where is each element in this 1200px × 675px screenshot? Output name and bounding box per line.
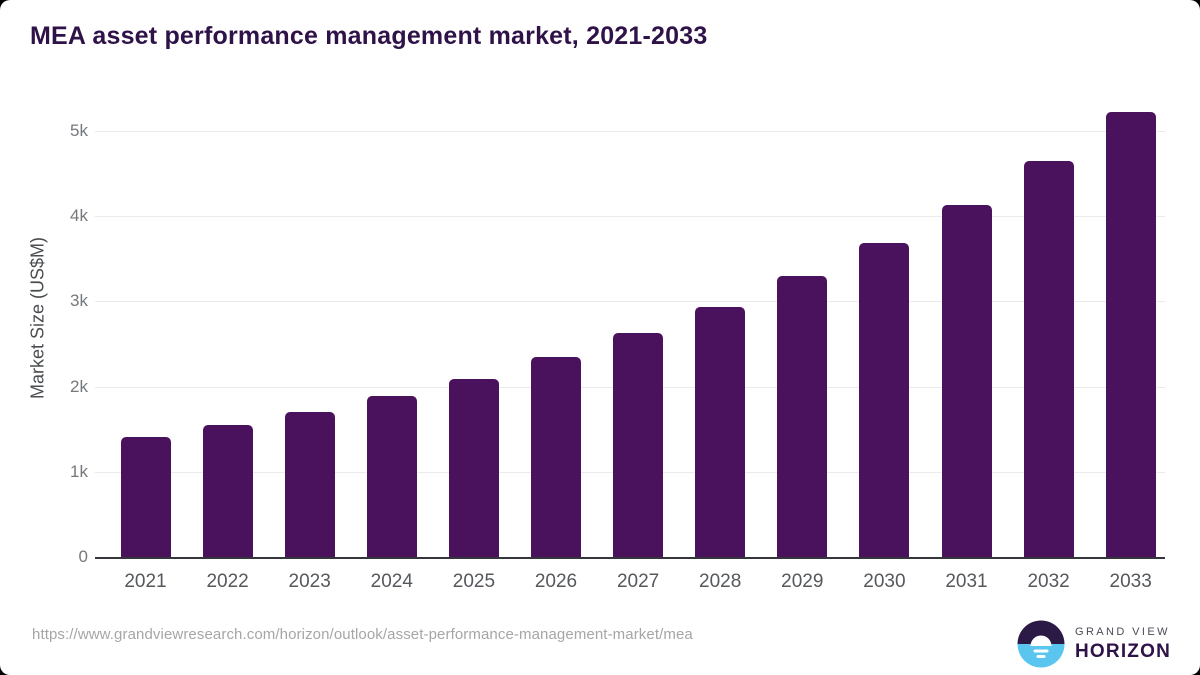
x-tick-label: 2024: [370, 571, 413, 592]
x-tick-label: 2030: [863, 571, 906, 592]
x-tick-label: 2033: [1109, 571, 1152, 592]
bar-2033[interactable]: [1105, 111, 1156, 557]
y-axis-title: Market Size (US$M): [27, 236, 48, 400]
bar-2026[interactable]: [531, 357, 582, 557]
grand-view-horizon-logo: GRAND VIEW HORIZON: [1017, 620, 1171, 668]
bar-2024[interactable]: [366, 395, 417, 557]
x-axis-line: [95, 557, 1165, 559]
gridline: [95, 131, 1165, 132]
bar-2030[interactable]: [859, 243, 910, 557]
chart-title: MEA asset performance management market,…: [30, 22, 708, 50]
bar-2027[interactable]: [613, 332, 664, 557]
bar-2025[interactable]: [448, 378, 499, 557]
x-tick-label: 2021: [124, 571, 167, 592]
bar-2022[interactable]: [202, 425, 253, 557]
gridline: [95, 301, 1165, 303]
horizon-sun-icon: [1017, 620, 1065, 668]
bar-2032[interactable]: [1023, 160, 1074, 557]
x-tick-label: 2032: [1027, 571, 1070, 592]
x-tick-label: 2027: [616, 571, 660, 592]
logo-grand-view-label: GRAND VIEW: [1075, 625, 1170, 638]
source-url: https://www.grandviewresearch.com/horizo…: [32, 626, 693, 643]
gridline: [95, 216, 1165, 218]
y-tick-label: 0: [78, 547, 88, 566]
y-tick-label: 4k: [70, 206, 88, 226]
logo-text: GRAND VIEW HORIZON: [1075, 626, 1171, 663]
y-tick-label: 2k: [70, 376, 88, 396]
x-tick-label: 2022: [206, 571, 249, 592]
y-tick-label: 5k: [70, 121, 88, 140]
x-tick-label: 2028: [699, 571, 742, 592]
y-tick-label: 1k: [70, 461, 88, 481]
logo-horizon-label: HORIZON: [1075, 640, 1172, 662]
y-tick-label: 3k: [70, 291, 88, 311]
x-tick-label: 2029: [781, 571, 824, 592]
bar-2029[interactable]: [777, 276, 828, 557]
x-tick-label: 2031: [945, 571, 988, 592]
bar-2031[interactable]: [941, 205, 992, 557]
bar-2023[interactable]: [284, 412, 335, 557]
bar-2028[interactable]: [695, 307, 746, 557]
bar-2021[interactable]: [120, 436, 171, 557]
x-tick-label: 2025: [452, 571, 496, 592]
x-tick-label: 2026: [534, 571, 578, 592]
x-tick-label: 2023: [288, 571, 331, 592]
